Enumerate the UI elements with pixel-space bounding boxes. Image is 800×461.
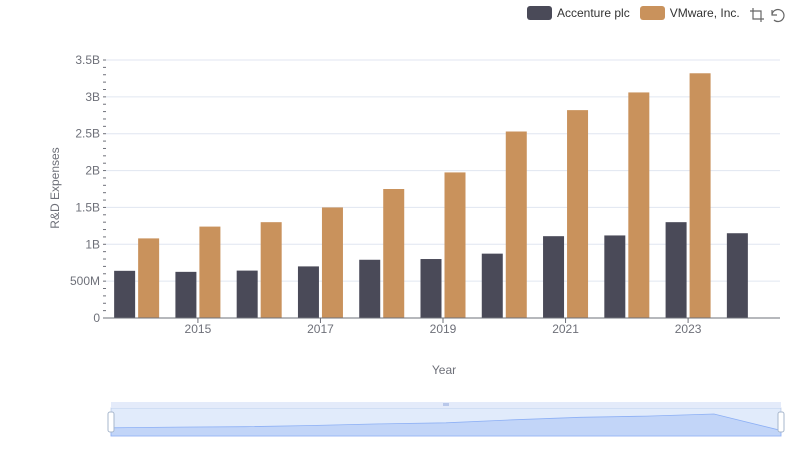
x-tick-label: 2019 [430, 322, 457, 336]
toolbox [746, 6, 786, 24]
data-zoom-left-handle[interactable] [107, 411, 115, 433]
legend-item-vmware[interactable]: VMware, Inc. [639, 6, 740, 20]
y-axis-label: R&D Expenses [48, 147, 62, 228]
y-tick-label: 3B [85, 90, 100, 104]
legend-label-vmware: VMware, Inc. [669, 6, 740, 20]
y-tick-label: 1.5B [75, 200, 100, 214]
bar-accenture-2019 [420, 259, 442, 318]
y-tick-label: 1B [85, 237, 100, 251]
bar-vmware-2022 [628, 92, 650, 318]
bar-vmware-2019 [444, 172, 466, 318]
legend-label-accenture: Accenture plc [557, 6, 630, 20]
data-zoom-selection [111, 408, 781, 436]
bar-accenture-2021 [543, 236, 565, 318]
y-tick-label: 500M [70, 274, 100, 288]
bar-accenture-2023 [665, 222, 687, 318]
data-zoom-right-handle[interactable] [777, 411, 785, 433]
bar-vmware-2018 [383, 189, 405, 318]
bar-vmware-2023 [689, 73, 711, 318]
legend: Accenture plc VMware, Inc. [527, 5, 750, 21]
x-tick-label: 2023 [675, 322, 702, 336]
zoom-icon[interactable] [748, 6, 766, 24]
x-axis-label: Year [432, 363, 456, 377]
bar-accenture-2020 [481, 253, 503, 318]
y-tick-label: 3.5B [75, 53, 100, 67]
y-minor-ticks [103, 59, 106, 319]
bar-vmware-2017 [321, 207, 343, 318]
restore-icon[interactable] [768, 6, 786, 24]
bar-vmware-2016 [260, 222, 282, 318]
tick-labels: 0 500M 1B 1.5B 2B 2.5B 3B 3.5B 2015 2017 2019 2021 2… [70, 53, 702, 336]
axes-layer [106, 317, 780, 323]
legend-item-accenture[interactable]: Accenture plc [527, 6, 630, 20]
bar-vmware-2021 [567, 110, 589, 318]
bar-vmware-2015 [199, 226, 221, 318]
bar-accenture-2015 [175, 271, 197, 318]
y-tick-label: 2.5B [75, 127, 100, 141]
bar-accenture-2018 [359, 259, 381, 318]
x-tick-label: 2017 [307, 322, 334, 336]
bar-accenture-2014 [114, 270, 136, 318]
legend-swatch-vmware [639, 6, 665, 20]
y-tick-label: 2B [85, 164, 100, 178]
bar-accenture-2016 [236, 270, 258, 318]
x-tick-label: 2015 [185, 322, 212, 336]
bar-vmware-2014 [138, 238, 160, 318]
bar-accenture-2017 [297, 266, 319, 318]
bar-vmware-2020 [505, 131, 527, 318]
data-zoom-slider[interactable] [107, 402, 785, 437]
data-zoom-preview [110, 413, 782, 437]
legend-swatch-accenture [527, 6, 552, 20]
bars-layer [114, 73, 748, 318]
x-tick-label: 2021 [552, 322, 579, 336]
bar-accenture-2022 [604, 235, 626, 318]
data-zoom-grip-icon [443, 403, 449, 406]
y-tick-label: 0 [93, 311, 100, 325]
bar-accenture-2024 [726, 233, 748, 318]
